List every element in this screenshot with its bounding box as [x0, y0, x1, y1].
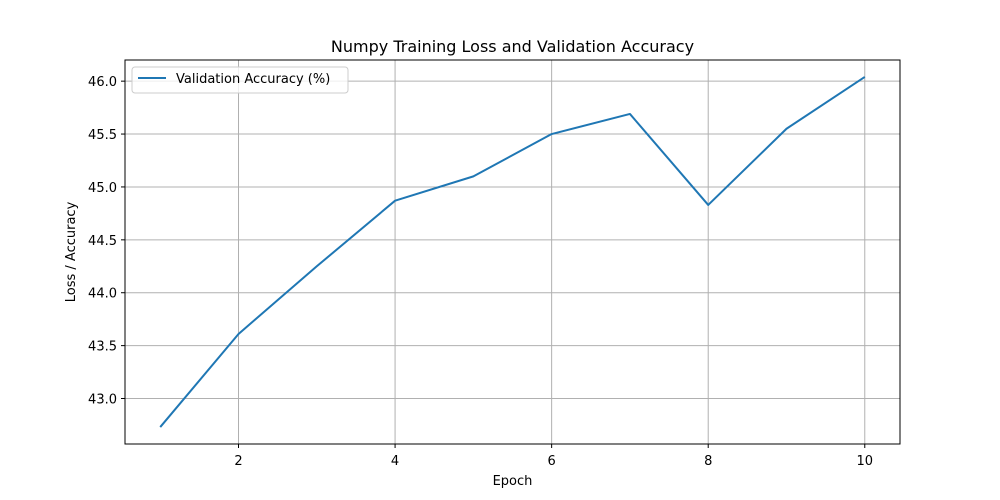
chart-title: Numpy Training Loss and Validation Accur…: [331, 37, 694, 56]
x-tick-label: 8: [704, 454, 712, 469]
x-tick-label: 6: [548, 454, 556, 469]
y-tick-label: 43.0: [88, 393, 117, 408]
x-tick-label: 2: [234, 454, 242, 469]
y-tick-label: 46.0: [88, 75, 117, 90]
x-axis-title: Epoch: [493, 474, 533, 489]
legend-box: [131, 66, 349, 94]
series-layer: [159, 76, 866, 428]
y-tick-label: 44.0: [88, 287, 117, 302]
y-tick-label: 43.5: [88, 340, 117, 355]
y-tick-label: 45.5: [88, 128, 117, 143]
ticks-layer: 2 4 6 8 10 43.0 43.5 44.0 44.5 45.0 45.5 46.0: [88, 75, 873, 469]
y-tick-label: 44.5: [88, 234, 117, 249]
legend-label: Validation Accuracy (%): [176, 72, 330, 87]
grid-layer: [125, 60, 900, 444]
y-axis-title: Loss / Accuracy: [64, 201, 79, 302]
legend: Validation Accuracy (%): [131, 66, 349, 94]
x-tick-label: 4: [391, 454, 399, 469]
x-tick-label: 10: [856, 454, 873, 469]
plot-frame: [124, 59, 901, 445]
y-tick-label: 45.0: [88, 181, 117, 196]
series-line-validation-accuracy: [159, 76, 866, 428]
